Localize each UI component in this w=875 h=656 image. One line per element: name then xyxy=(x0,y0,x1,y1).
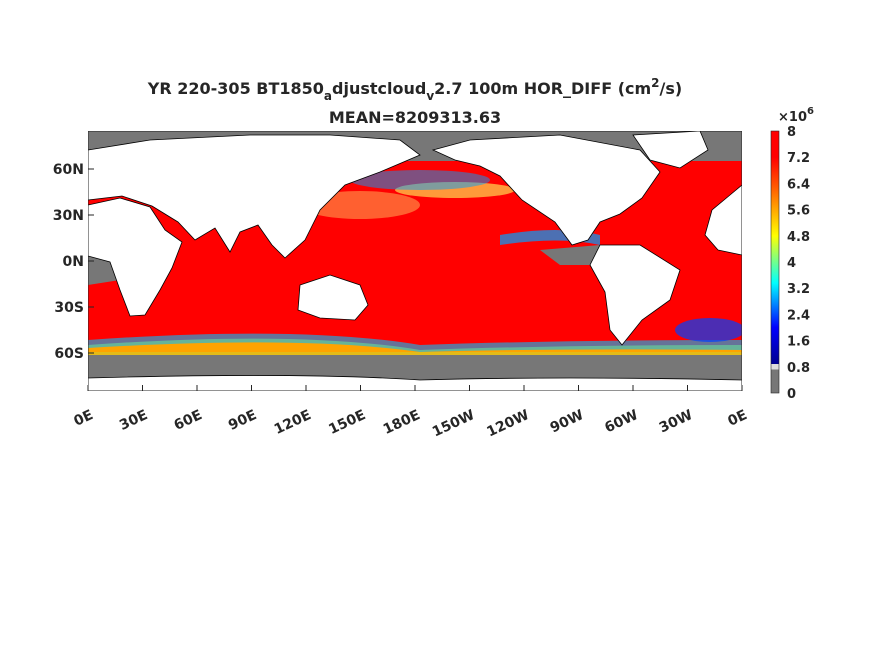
x-tick-label: 60W xyxy=(602,407,640,436)
x-tick-label: 60E xyxy=(172,407,205,434)
x-tick-label: 120E xyxy=(272,407,314,438)
x-tick-label: 0E xyxy=(71,407,95,430)
colorbar-tick-label: 7.2 xyxy=(787,151,810,166)
africa-west xyxy=(704,184,742,256)
title: YR 220-305 BT1850adjustcloudv2.7 100m HO… xyxy=(147,76,682,103)
colorbar-tick-label: 0.8 xyxy=(787,361,810,376)
north-america xyxy=(431,134,661,246)
colorbar-exponent: ×106 xyxy=(778,106,814,125)
colorbar-tick-label: 6.4 xyxy=(787,177,810,192)
y-tick-label: 60S xyxy=(54,346,84,362)
title-part: YR 220-305 BT1850 xyxy=(147,79,324,98)
title-subscript: a xyxy=(324,89,332,103)
australia xyxy=(297,274,369,321)
x-tick-label: 120W xyxy=(484,407,531,440)
gray-region xyxy=(540,245,600,265)
blue-band xyxy=(350,170,490,190)
eurasia xyxy=(88,134,421,259)
x-tick-label: 150W xyxy=(430,407,477,440)
x-tick-label: 90W xyxy=(548,407,586,436)
south-america xyxy=(589,244,681,346)
africa xyxy=(88,197,183,317)
title-superscript: 2 xyxy=(651,76,659,90)
title-subscript: v xyxy=(426,89,434,103)
map xyxy=(88,131,742,391)
exponent-base: ×10 xyxy=(778,110,807,125)
exponent: 6 xyxy=(807,106,814,117)
x-tick-label: 30E xyxy=(117,407,150,434)
colorbar-tick-label: 2.4 xyxy=(787,308,810,323)
y-tick-label: 30S xyxy=(54,300,84,316)
x-tick-label: 180E xyxy=(381,407,423,438)
colorbar xyxy=(770,130,780,394)
colorbar-tick-label: 8 xyxy=(787,125,796,140)
greenland xyxy=(632,131,709,169)
blue-region xyxy=(675,318,742,342)
x-tick-label: 0E xyxy=(725,407,749,430)
gradient-band xyxy=(88,333,742,352)
colorbar-tick-label: 1.6 xyxy=(787,335,810,350)
colorbar-tick-label: 5.6 xyxy=(787,204,810,219)
colorbar-tick-label: 4 xyxy=(787,256,796,271)
x-tick-label: 30W xyxy=(657,407,695,436)
colorbar-tick-label: 3.2 xyxy=(787,282,810,297)
mean-label: MEAN=8209313.63 xyxy=(329,108,501,127)
title-part: 2.7 100m HOR_DIFF (cm xyxy=(434,79,651,98)
y-tick-label: 30N xyxy=(53,208,84,224)
colorbar-tick-label: 0 xyxy=(787,387,796,402)
y-tick-label: 0N xyxy=(63,254,84,270)
title-part: djustcloud xyxy=(332,79,426,98)
x-tick-label: 150E xyxy=(326,407,368,438)
x-tick-label: 90E xyxy=(226,407,259,434)
title-part: /s) xyxy=(660,79,683,98)
gradient-band xyxy=(88,338,742,355)
colorbar-tick-label: 4.8 xyxy=(787,230,810,245)
y-tick-label: 60N xyxy=(53,162,84,178)
